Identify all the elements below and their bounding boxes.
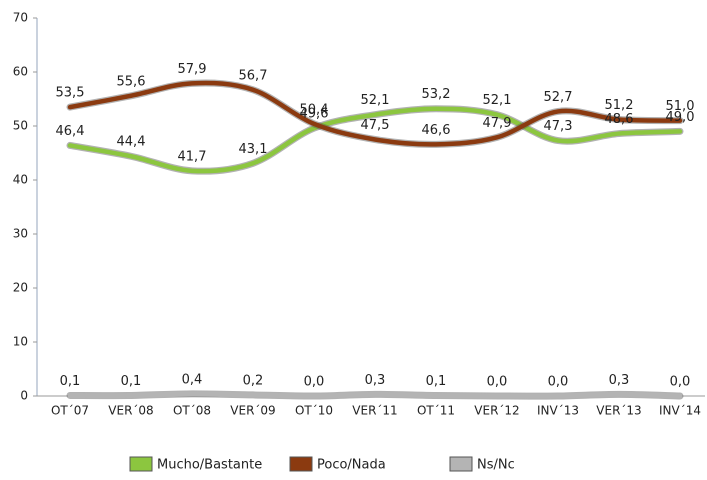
data-label: 0,2: [243, 373, 264, 388]
data-label: 0,0: [548, 375, 569, 390]
data-label: 51,2: [605, 98, 634, 113]
legend-label: Mucho/Bastante: [157, 458, 262, 473]
y-tick-label: 30: [13, 227, 28, 241]
x-tick-label: OT´11: [417, 404, 455, 418]
data-label: 43,1: [239, 142, 268, 157]
data-label: 47,5: [361, 118, 390, 133]
data-label: 49,0: [666, 110, 695, 125]
x-tick-label: VER´11: [352, 404, 397, 418]
data-label: 53,2: [422, 87, 451, 102]
data-label: 0,3: [365, 373, 386, 388]
data-label: 53,5: [56, 86, 85, 101]
line: [67, 80, 683, 147]
data-label: 52,7: [544, 90, 573, 105]
x-tick-label: VER´09: [230, 404, 275, 418]
legend-label: Poco/Nada: [317, 458, 386, 473]
data-label: 52,1: [483, 93, 512, 108]
data-label: 50,4: [300, 102, 329, 117]
data-label: 48,6: [605, 112, 634, 127]
y-tick-label: 70: [13, 11, 28, 25]
x-tick-label: INV´13: [537, 404, 579, 418]
x-tick-label: OT´10: [295, 404, 333, 418]
line: [67, 391, 683, 399]
y-tick-label: 50: [13, 119, 28, 133]
data-label: 0,1: [60, 374, 81, 389]
data-label: 0,3: [609, 373, 630, 388]
data-label: 47,9: [483, 116, 512, 131]
data-label: 0,1: [121, 374, 142, 389]
y-tick-label: 40: [13, 173, 28, 187]
data-label: 44,4: [117, 135, 146, 150]
data-label: 46,4: [56, 124, 85, 139]
data-label: 41,7: [178, 149, 207, 164]
legend-swatch: [129, 456, 153, 472]
data-label: 52,1: [361, 93, 390, 108]
data-label: 0,0: [304, 375, 325, 390]
x-tick-label: INV´14: [659, 404, 701, 418]
legend-swatch: [289, 456, 313, 472]
data-label: 0,1: [426, 374, 447, 389]
data-label: 55,6: [117, 74, 146, 89]
data-label: 0,4: [182, 372, 203, 387]
y-tick-label: 60: [13, 65, 28, 79]
y-tick-label: 0: [20, 389, 28, 403]
line: [67, 106, 683, 174]
data-label: 49,6: [300, 107, 329, 122]
data-label: 46,6: [422, 123, 451, 138]
data-label: 56,7: [239, 68, 268, 83]
x-tick-label: OT´07: [51, 404, 89, 418]
y-tick-label: 20: [13, 281, 28, 295]
x-tick-label: VER´13: [596, 404, 641, 418]
data-label: 51,0: [666, 99, 695, 114]
x-tick-label: VER´08: [108, 404, 153, 418]
data-label: 57,9: [178, 62, 207, 77]
legend-label: Ns/Nc: [477, 458, 515, 473]
legend-swatch: [449, 456, 473, 472]
x-tick-label: OT´08: [173, 404, 211, 418]
data-label: 0,0: [487, 375, 508, 390]
data-label: 47,3: [544, 119, 573, 134]
y-tick-label: 10: [13, 335, 28, 349]
x-tick-label: VER´12: [474, 404, 519, 418]
data-label: 0,0: [670, 375, 691, 390]
